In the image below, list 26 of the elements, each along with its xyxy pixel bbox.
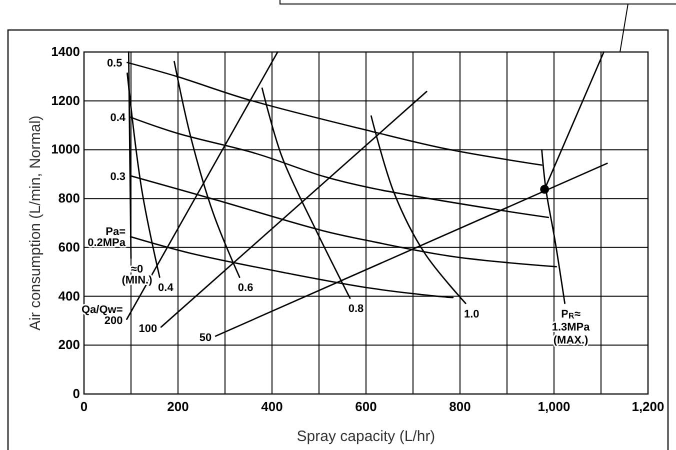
annotation: 0.5: [106, 58, 122, 70]
y-tick-label: 1400: [51, 44, 80, 59]
x-tick-label: 1,200: [632, 399, 664, 414]
x-axis-title: Spray capacity (L/hr): [296, 428, 436, 445]
y-tick-label: 800: [58, 190, 80, 206]
annotation: 0.4: [110, 112, 126, 124]
annotation: 0.8: [348, 303, 364, 316]
y-tick-label: 200: [58, 337, 80, 352]
annotation: 0.3: [110, 170, 126, 183]
annotation: 0.4: [158, 282, 174, 294]
annotation: 100: [138, 323, 158, 336]
y-tick-label: 400: [58, 288, 80, 304]
y-tick-label: 600: [58, 239, 80, 254]
y-axis-title: Air consumption (L/min, Normal): [27, 115, 44, 331]
annotation: Pa= 0.2MPa: [88, 226, 126, 250]
annotation: 1.0: [464, 308, 480, 320]
y-tick-label: 0: [72, 386, 80, 401]
x-tick-label: 400: [261, 399, 283, 414]
annotation: 0.6: [238, 282, 254, 294]
x-tick-label: 1,000: [538, 399, 570, 414]
x-tick-label: 800: [449, 399, 471, 414]
annotation: 50: [199, 332, 212, 344]
x-tick-label: 600: [355, 399, 377, 414]
y-tick-label: 1200: [51, 92, 80, 108]
x-tick-label: 200: [167, 399, 189, 414]
y-tick-label: 1000: [51, 142, 80, 157]
